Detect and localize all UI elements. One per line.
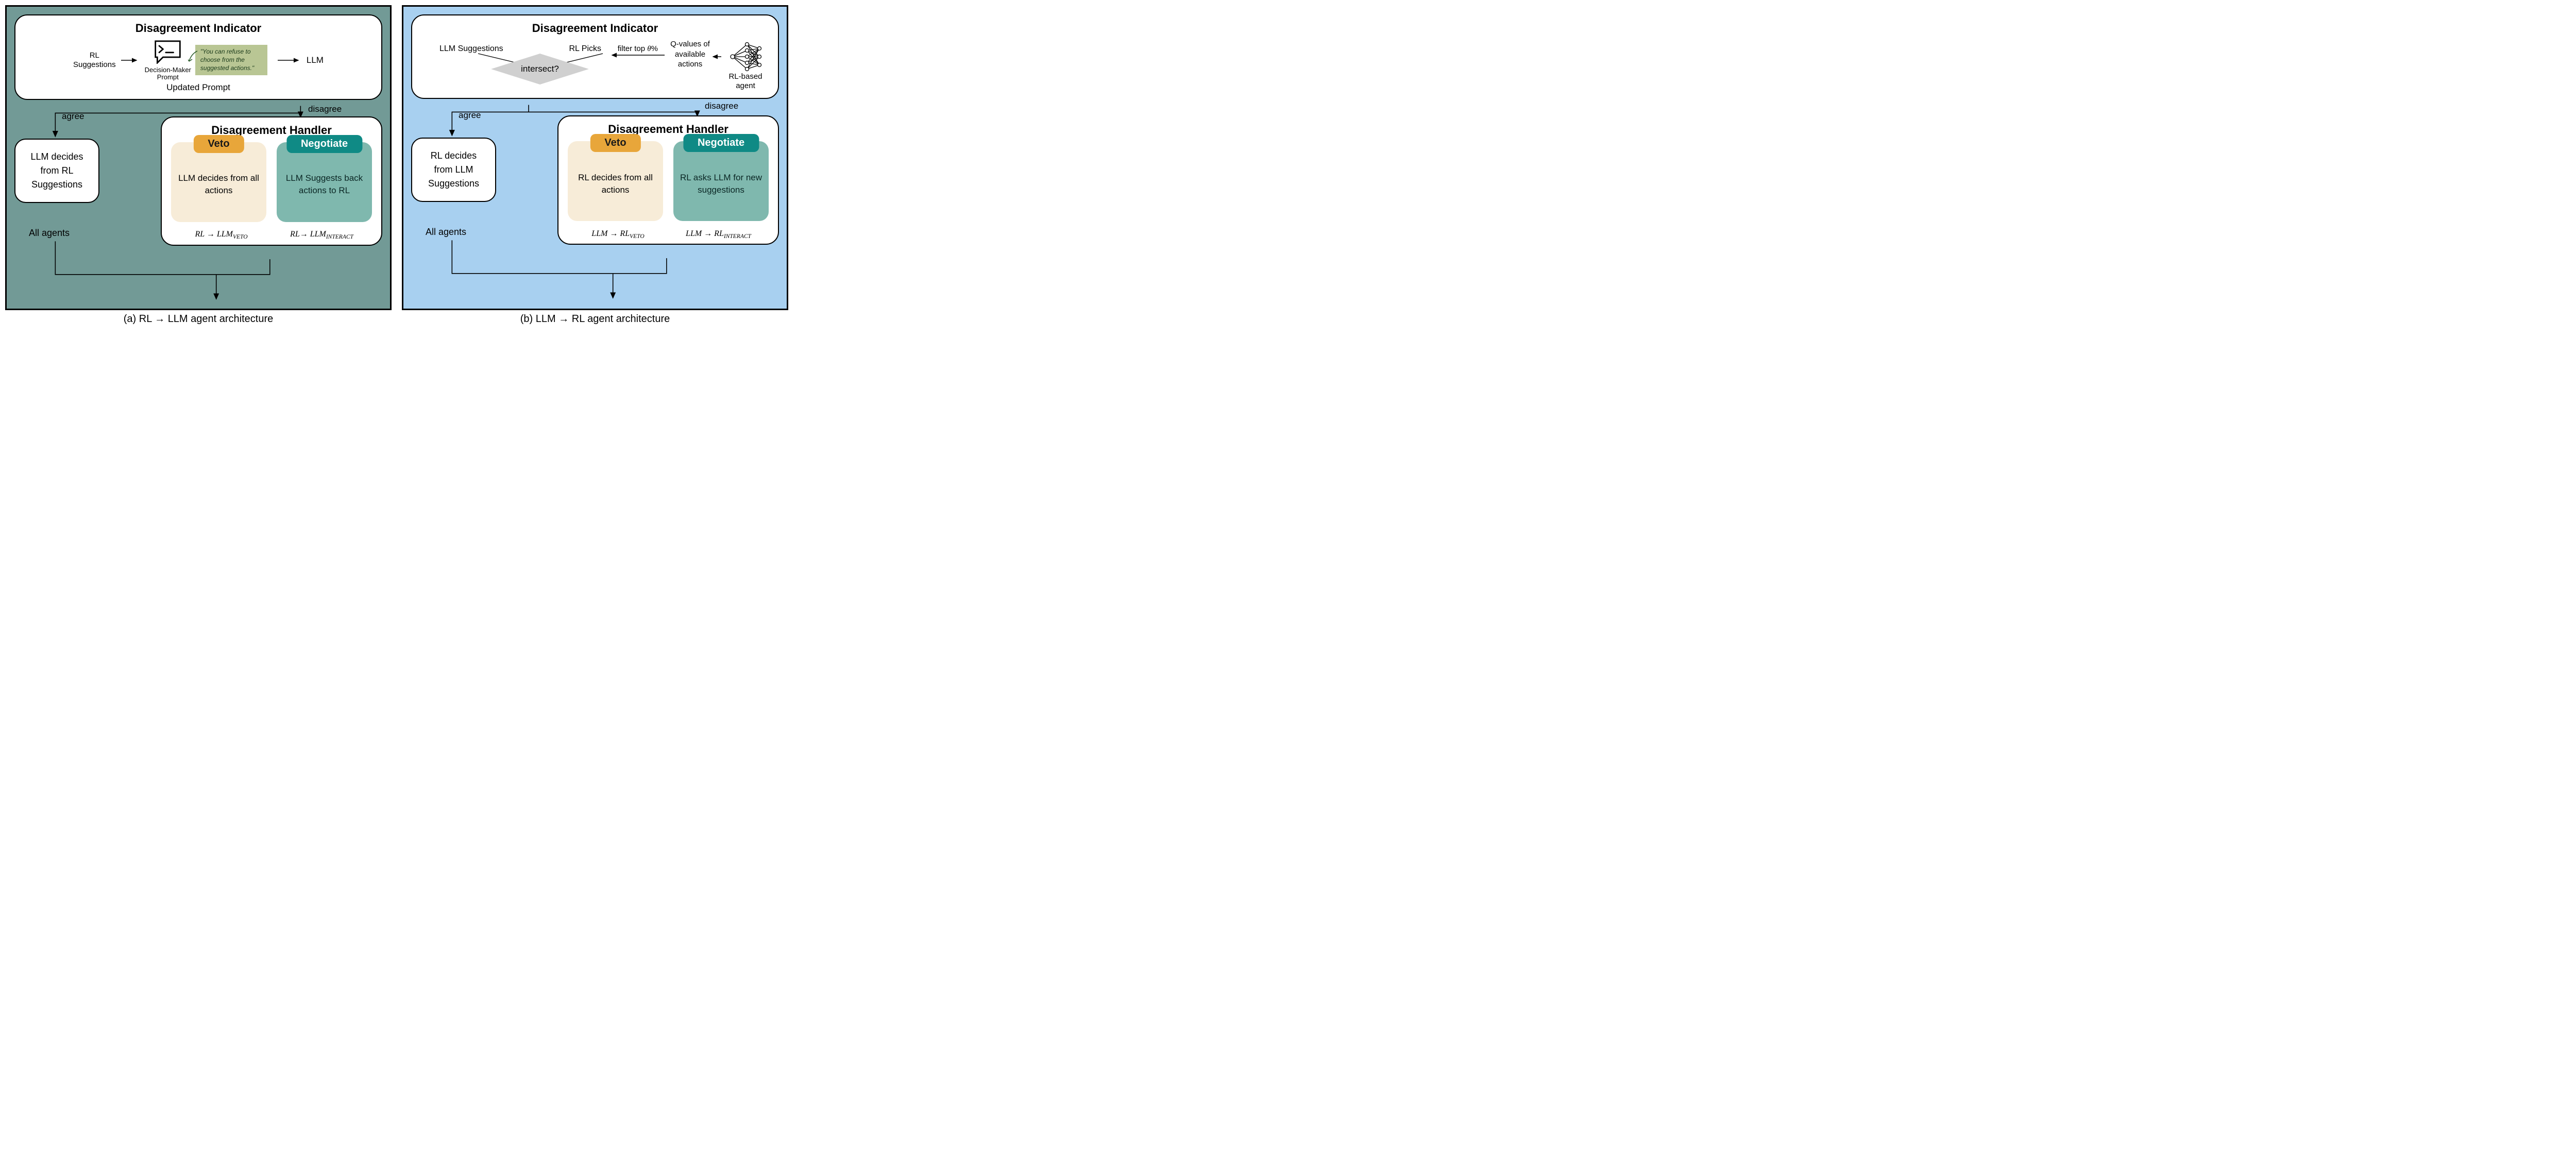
formula-negotiate: RL→ LLMINTERACT bbox=[272, 230, 372, 240]
right-panel-caption: (b) LLM → RL agent architecture bbox=[402, 313, 788, 325]
left-handler-box: Disagreement Handler Veto LLM decides fr… bbox=[161, 116, 382, 246]
diagram-container: Disagreement Indicator RL Suggestions De… bbox=[5, 5, 788, 310]
arrow-icon bbox=[277, 56, 302, 64]
negotiate-chip: Negotiate LLM Suggests back actions to R… bbox=[277, 142, 372, 222]
rl-suggestions-label: RL Suggestions bbox=[73, 51, 116, 70]
left-formula-row: RL → LLMVETO RL→ LLMINTERACT bbox=[171, 230, 372, 240]
prompt-bubble-icon bbox=[154, 39, 182, 64]
left-flow-area: agree disagree LLM decides from RL Sugge… bbox=[14, 105, 382, 301]
agree-label: agree bbox=[459, 110, 481, 121]
left-panel: Disagreement Indicator RL Suggestions De… bbox=[5, 5, 392, 310]
left-agree-box: LLM decides from RL Suggestions bbox=[14, 139, 99, 203]
left-panel-caption: (a) RL → LLM agent architecture bbox=[5, 313, 392, 325]
negotiate-chip: Negotiate RL asks LLM for new suggestion… bbox=[673, 141, 769, 221]
disagree-label: disagree bbox=[705, 101, 738, 111]
disagree-label: disagree bbox=[308, 104, 342, 114]
veto-header: Veto bbox=[590, 134, 640, 152]
negotiate-body: RL asks LLM for new suggestions bbox=[673, 141, 769, 221]
right-indicator-content: RL-based agent Q-values of available act… bbox=[421, 35, 769, 92]
right-agree-caption: All agents bbox=[426, 227, 466, 238]
left-indicator-box: Disagreement Indicator RL Suggestions De… bbox=[14, 14, 382, 100]
formula-veto: RL → LLMVETO bbox=[171, 230, 272, 240]
veto-header: Veto bbox=[193, 135, 244, 153]
right-panel: Disagreement Indicator RL-based agent bbox=[402, 5, 788, 310]
right-flow-area: agree disagree RL decides from LLM Sugge… bbox=[411, 104, 779, 300]
right-indicator-box: Disagreement Indicator RL-based agent bbox=[411, 14, 779, 99]
veto-body: LLM decides from all actions bbox=[171, 142, 266, 222]
prompt-label: Decision-Maker Prompt bbox=[145, 66, 191, 81]
llm-label: LLM bbox=[307, 55, 324, 65]
curved-arrow-icon bbox=[188, 49, 198, 64]
updated-prompt-label: Updated Prompt bbox=[25, 82, 372, 93]
right-indicator-title: Disagreement Indicator bbox=[421, 22, 769, 35]
left-indicator-content: RL Suggestions Decision-Maker Prompt "Yo… bbox=[25, 39, 372, 81]
right-handler-box: Disagreement Handler Veto RL decides fro… bbox=[557, 115, 779, 245]
formula-negotiate: LLM → RLINTERACT bbox=[668, 229, 769, 240]
negotiate-header: Negotiate bbox=[286, 135, 362, 153]
negotiate-header: Negotiate bbox=[683, 134, 759, 152]
left-indicator-title: Disagreement Indicator bbox=[25, 22, 372, 35]
prompt-icon-group: Decision-Maker Prompt bbox=[145, 39, 191, 81]
negotiate-body: LLM Suggests back actions to RL bbox=[277, 142, 372, 222]
veto-chip: Veto LLM decides from all actions bbox=[171, 142, 266, 222]
connector-lines bbox=[421, 35, 769, 92]
agree-label: agree bbox=[62, 111, 84, 122]
right-agree-box: RL decides from LLM Suggestions bbox=[411, 138, 496, 202]
veto-body: RL decides from all actions bbox=[568, 141, 663, 221]
arrow-icon bbox=[120, 56, 141, 64]
caption-row: (a) RL → LLM agent architecture (b) LLM … bbox=[5, 313, 788, 325]
left-agree-caption: All agents bbox=[29, 228, 70, 239]
right-formula-row: LLM → RLVETO LLM → RLINTERACT bbox=[568, 229, 769, 240]
formula-veto: LLM → RLVETO bbox=[568, 229, 668, 240]
veto-chip: Veto RL decides from all actions bbox=[568, 141, 663, 221]
quote-box: "You can refuse to choose from the sugge… bbox=[195, 45, 267, 75]
